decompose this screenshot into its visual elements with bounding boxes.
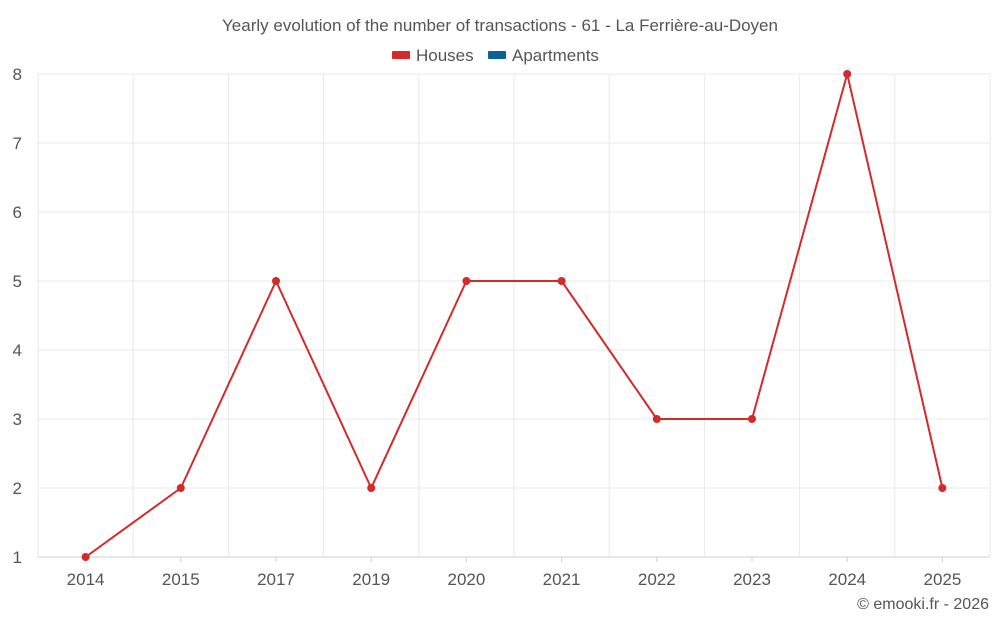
- data-point-houses: [748, 415, 756, 423]
- series-line-houses: [85, 73, 944, 558]
- data-point-houses: [938, 484, 947, 492]
- data-point-houses: [81, 553, 90, 561]
- data-point-houses: [272, 277, 280, 285]
- x-axis: 2014 2015 2017 2019 2020 2021 2022 2023 2024 2025: [38, 556, 990, 589]
- y-tick-label: 3: [13, 410, 22, 429]
- x-tick-label: 2019: [352, 570, 390, 589]
- y-tick-label: 4: [13, 341, 22, 360]
- data-point-houses: [843, 70, 852, 78]
- legend-item-apartments[interactable]: Apartments: [488, 46, 599, 65]
- legend-label-apartments: Apartments: [512, 46, 599, 65]
- data-point-houses: [557, 277, 566, 285]
- data-point-houses: [652, 415, 661, 423]
- data-point-houses: [462, 277, 471, 285]
- legend-label-houses: Houses: [416, 46, 474, 65]
- y-tick-label: 7: [13, 134, 22, 153]
- data-point-houses: [367, 484, 376, 492]
- x-tick-label: 2025: [923, 570, 961, 589]
- x-tick-label: 2017: [257, 570, 295, 589]
- y-tick-label: 6: [13, 203, 22, 222]
- series-houses: [81, 70, 947, 561]
- legend-item-houses[interactable]: Houses: [392, 46, 474, 65]
- x-tick-label: 2020: [447, 570, 485, 589]
- x-tick-label: 2022: [638, 570, 676, 589]
- y-axis: 1 2 3 4 5 6 7 8: [13, 65, 22, 567]
- legend: Houses Apartments: [392, 46, 599, 65]
- grid: [37, 73, 991, 557]
- y-tick-label: 5: [13, 272, 22, 291]
- chart-title: Yearly evolution of the number of transa…: [222, 16, 778, 35]
- y-tick-label: 1: [13, 548, 22, 567]
- x-tick-label: 2024: [828, 570, 866, 589]
- legend-swatch-apartments: [488, 51, 506, 59]
- y-tick-label: 8: [13, 65, 22, 84]
- legend-swatch-houses: [392, 51, 410, 59]
- credit-text: © emooki.fr - 2026: [857, 596, 989, 613]
- y-tick-label: 2: [13, 479, 22, 498]
- x-tick-label: 2023: [733, 570, 771, 589]
- x-tick-label: 2015: [162, 570, 200, 589]
- x-tick-label: 2014: [67, 570, 105, 589]
- x-tick-label: 2021: [543, 570, 581, 589]
- data-point-houses: [176, 484, 185, 492]
